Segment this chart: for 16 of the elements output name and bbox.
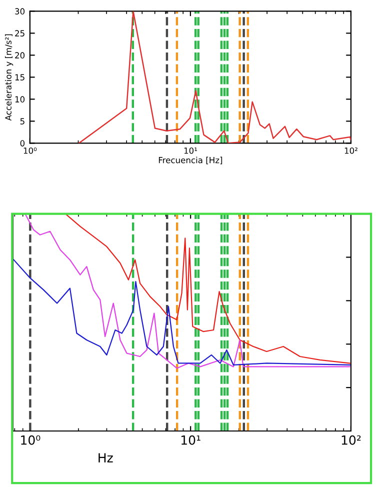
y-tick-label: 10 bbox=[15, 96, 25, 102]
x-axis-title: Frecuencia [Hz] bbox=[158, 156, 222, 164]
x-tick-label: 10² bbox=[342, 435, 361, 445]
y-tick-label: 30 bbox=[15, 8, 25, 14]
x-tick-label: 10⁰ bbox=[21, 435, 40, 445]
x-tick-label: 10¹ bbox=[181, 435, 200, 445]
y-tick-label: 5 bbox=[20, 118, 24, 124]
x-tick-label: 10⁰ bbox=[24, 147, 37, 154]
y-tick-label: 0 bbox=[20, 140, 25, 146]
y-tick-label: 15 bbox=[15, 74, 24, 80]
x-axis-title: Hz bbox=[98, 453, 113, 462]
y-tick-label: 25 bbox=[15, 30, 24, 36]
x-tick-label: 10¹ bbox=[184, 147, 197, 154]
y-axis-title: Acceleration y [m/s²] bbox=[5, 34, 14, 121]
x-tick-label: 10² bbox=[344, 147, 358, 154]
y-tick-label: 20 bbox=[15, 52, 25, 58]
